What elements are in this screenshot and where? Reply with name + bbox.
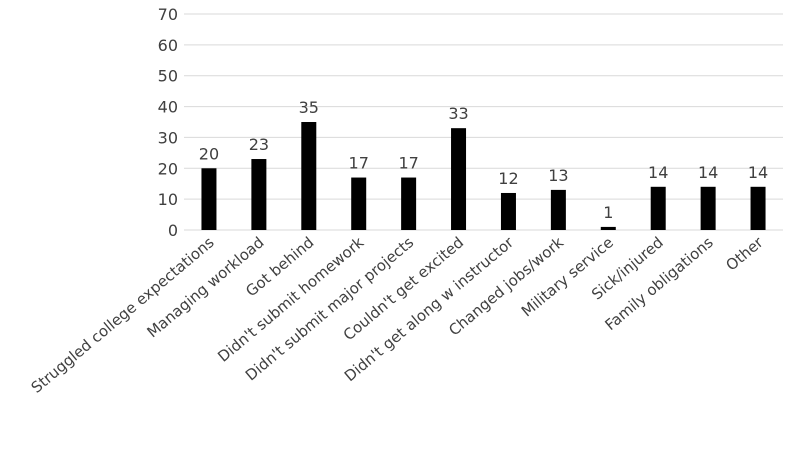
bar — [500, 192, 516, 230]
data-label: 13 — [548, 166, 568, 185]
data-labels: 20 23 35 17 17 33 12 13 1 14 14 14 — [199, 98, 768, 222]
bar — [650, 186, 666, 230]
category-label: Other — [722, 233, 767, 275]
y-tick-label: 40 — [158, 98, 178, 117]
data-label: 14 — [648, 163, 668, 182]
y-tick-label: 70 — [158, 5, 178, 24]
bars — [201, 122, 766, 230]
bar — [201, 168, 217, 230]
category-label: Struggled college expectations — [28, 233, 218, 397]
y-tick-label: 0 — [168, 221, 178, 240]
bar — [550, 189, 566, 230]
data-label: 20 — [199, 144, 219, 163]
data-label: 14 — [748, 163, 768, 182]
data-label: 35 — [299, 98, 319, 117]
y-tick-label: 10 — [158, 190, 178, 209]
data-label: 33 — [448, 104, 468, 123]
y-axis-ticks: 0 10 20 30 40 50 60 70 — [158, 5, 178, 240]
y-tick-label: 60 — [158, 36, 178, 55]
bar — [451, 128, 467, 230]
data-label: 1 — [603, 203, 613, 222]
bar — [251, 159, 267, 230]
y-tick-label: 50 — [158, 67, 178, 86]
y-tick-label: 20 — [158, 159, 178, 178]
data-label: 17 — [398, 154, 418, 173]
data-label: 14 — [698, 163, 718, 182]
data-label: 17 — [349, 154, 369, 173]
bar — [301, 122, 317, 230]
bar — [700, 186, 716, 230]
bar — [600, 226, 616, 230]
y-tick-label: 30 — [158, 128, 178, 147]
gridlines — [184, 13, 783, 231]
bar — [351, 177, 367, 230]
bar — [401, 177, 417, 230]
bar — [750, 186, 766, 230]
data-label: 12 — [498, 169, 518, 188]
data-label: 23 — [249, 135, 269, 154]
